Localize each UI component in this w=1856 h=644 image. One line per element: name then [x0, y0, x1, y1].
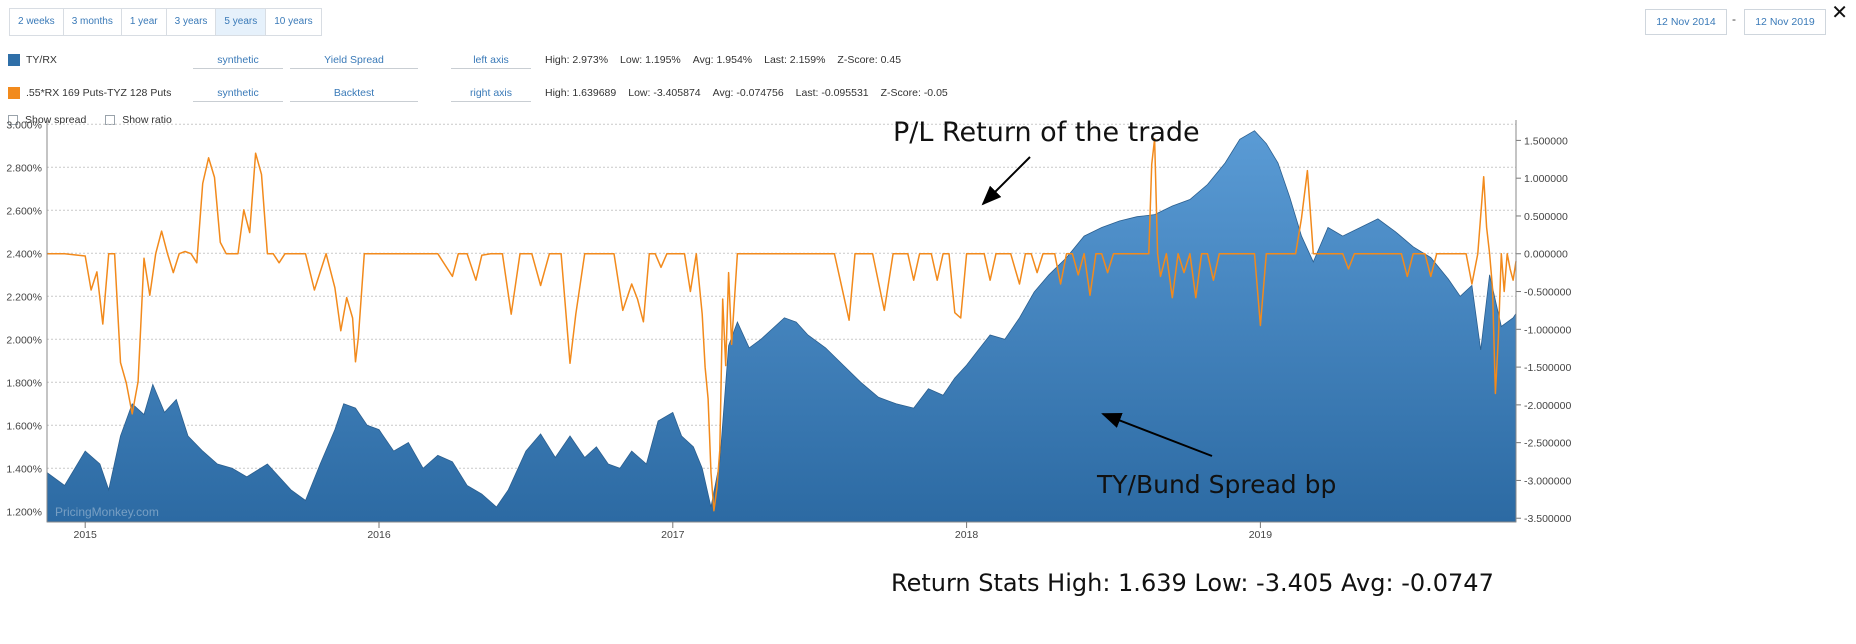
series-type-dropdown[interactable]: synthetic — [193, 54, 283, 69]
show-spread-checkbox[interactable]: Show spread — [8, 114, 86, 126]
stat-zscore: Z-Score: 0.45 — [837, 54, 902, 66]
annotation-arrow-spread — [1101, 413, 1213, 457]
line-series-backtest — [47, 138, 1517, 512]
annotation-pl-return: P/L Return of the trade — [893, 117, 1200, 148]
x-axis-tick-label: 2015 — [74, 529, 98, 541]
right-axis-tick-label: 0.000000 — [1524, 249, 1568, 261]
start-date-input[interactable]: 12 Nov 2014 — [1645, 9, 1727, 35]
end-date-input[interactable]: 12 Nov 2019 — [1744, 9, 1826, 35]
stat-avg: Avg: 1.954% — [692, 54, 753, 66]
show-spread-label: Show spread — [25, 114, 87, 126]
stat-last: Last: 2.159% — [764, 54, 826, 66]
x-axis-tick-label: 2018 — [955, 529, 979, 541]
series-name: TY/RX — [26, 54, 57, 66]
series-name: .55*RX 169 Puts-TYZ 128 Puts — [26, 87, 172, 99]
stat-high: High: 2.973% — [545, 54, 609, 66]
x-axis-tick-label: 2019 — [1249, 529, 1273, 541]
left-axis-tick-label: 2.200% — [6, 291, 42, 303]
x-axis-tick-label: 2016 — [367, 529, 391, 541]
range-button-10-years[interactable]: 10 years — [266, 9, 321, 35]
series-type-dropdown[interactable]: synthetic — [193, 87, 283, 102]
date-separator: - — [1732, 12, 1736, 26]
left-axis-tick-label: 1.200% — [6, 506, 42, 518]
annotation-spread-label: TY/Bund Spread bp — [1096, 470, 1336, 499]
range-button-3-years[interactable]: 3 years — [166, 9, 217, 35]
right-axis-tick-label: 0.500000 — [1524, 211, 1568, 223]
range-button-2-weeks[interactable]: 2 weeks — [10, 9, 64, 35]
left-axis-tick-label: 1.400% — [6, 463, 42, 475]
range-button-5-years[interactable]: 5 years — [216, 9, 267, 35]
right-axis-tick-label: -1.000000 — [1524, 324, 1571, 336]
series-mode-dropdown[interactable]: Yield Spread — [290, 54, 418, 69]
stat-last: Last: -0.095531 — [795, 87, 869, 99]
series-color-swatch[interactable] — [8, 54, 20, 66]
x-axis-tick-label: 2017 — [661, 529, 685, 541]
range-button-3-months[interactable]: 3 months — [63, 9, 122, 35]
right-axis-tick-label: -1.500000 — [1524, 362, 1571, 374]
left-axis-tick-label: 2.000% — [6, 334, 42, 346]
left-axis-tick-label: 1.600% — [6, 420, 42, 432]
range-button-1-year[interactable]: 1 year — [121, 9, 167, 35]
watermark: PricingMonkey.com — [55, 505, 159, 519]
display-options: Show spread Show ratio — [8, 114, 188, 128]
left-axis-tick-label: 2.400% — [6, 248, 42, 260]
series-axis-dropdown[interactable]: left axis — [451, 54, 531, 69]
close-icon[interactable]: ✕ — [1831, 2, 1848, 24]
checkbox-box[interactable] — [105, 115, 116, 125]
stat-high: High: 1.639689 — [545, 87, 617, 99]
series-stats: High: 2.973% Low: 1.195% Avg: 1.954% Last: … — [545, 54, 913, 66]
range-selector: 2 weeks 3 months 1 year 3 years 5 years 10 ye… — [9, 8, 322, 36]
stat-zscore: Z-Score: -0.05 — [880, 87, 948, 99]
right-axis-tick-label: -3.000000 — [1524, 475, 1571, 487]
show-ratio-checkbox[interactable]: Show ratio — [105, 114, 172, 126]
series-mode-dropdown[interactable]: Backtest — [290, 87, 418, 102]
left-axis-tick-label: 3.000% — [6, 119, 42, 131]
left-axis-tick-label: 1.800% — [6, 377, 42, 389]
stat-avg: Avg: -0.074756 — [712, 87, 784, 99]
right-axis-tick-label: 1.500000 — [1524, 135, 1568, 147]
series-axis-dropdown[interactable]: right axis — [451, 87, 531, 102]
left-axis-tick-label: 2.800% — [6, 162, 42, 174]
right-axis-tick-label: -2.500000 — [1524, 438, 1571, 450]
right-axis-tick-label: -0.500000 — [1524, 287, 1571, 299]
right-axis-tick-label: -3.500000 — [1524, 513, 1571, 525]
show-ratio-label: Show ratio — [122, 114, 172, 126]
right-axis-tick-label: 1.000000 — [1524, 173, 1568, 185]
area-series-ty-rx — [46, 130, 1517, 523]
annotation-arrow-pl — [981, 156, 1031, 206]
stat-low: Low: 1.195% — [620, 54, 681, 66]
series-color-swatch[interactable] — [8, 87, 20, 99]
left-axis-tick-label: 2.600% — [6, 205, 42, 217]
right-axis-tick-label: -2.000000 — [1524, 400, 1571, 412]
checkbox-box[interactable] — [8, 115, 18, 125]
annotation-return-stats: Return Stats High: 1.639 Low: -3.405 Avg… — [891, 569, 1494, 597]
series-stats: High: 1.639689 Low: -3.405874 Avg: -0.0747… — [545, 87, 960, 99]
stat-low: Low: -3.405874 — [628, 87, 701, 99]
